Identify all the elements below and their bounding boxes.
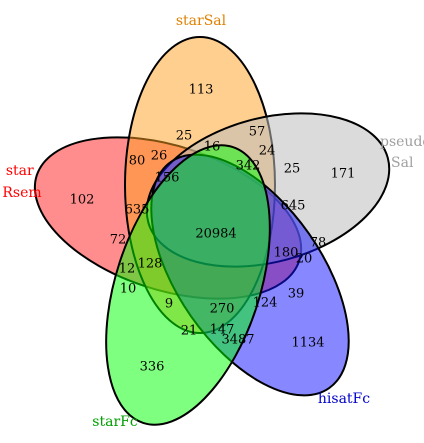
region-count: 39 xyxy=(288,287,305,302)
region-count: 16 xyxy=(204,140,221,155)
region-count: 80 xyxy=(129,154,146,169)
count-starSal-only: 113 xyxy=(189,83,214,98)
region-count: 180 xyxy=(274,246,299,261)
set-labels: star Rsem starSal pseudo Sal hisatFc sta… xyxy=(2,13,424,430)
region-count: 3487 xyxy=(221,333,254,348)
set-label-starFc-line1: starFc xyxy=(92,414,138,430)
region-count: 21 xyxy=(181,324,198,339)
region-count: 9 xyxy=(165,297,173,312)
region-count: 342 xyxy=(236,159,261,174)
set-label-pseudoSal-line1: pseudo xyxy=(380,134,424,150)
region-count: 25 xyxy=(176,129,193,144)
count-starFc-only: 336 xyxy=(140,360,165,375)
region-count: 12 xyxy=(119,262,136,277)
set-label-hisatFc: hisatFc xyxy=(318,391,370,407)
set-label-pseudoSal-line2: Sal xyxy=(391,155,414,171)
region-count: 128 xyxy=(138,257,163,272)
region-count: 26 xyxy=(151,149,168,164)
region-count: 25 xyxy=(284,162,301,177)
count-starRsem-only: 102 xyxy=(70,193,95,208)
region-count: 24 xyxy=(259,144,276,159)
region-count: 10 xyxy=(120,282,137,297)
count-hisatFc-only: 1134 xyxy=(291,336,324,351)
set-label-starSal: starSal xyxy=(176,13,227,29)
region-count: 645 xyxy=(281,199,306,214)
set-label-pseudoSal: pseudo Sal xyxy=(380,134,424,171)
region-count: 124 xyxy=(253,296,278,311)
region-count: 78 xyxy=(310,236,327,251)
region-count: 57 xyxy=(249,125,266,140)
region-count: 156 xyxy=(155,171,180,186)
set-label-starRsem-line2: Rsem xyxy=(2,185,41,201)
set-label-hisatFc-line1: hisatFc xyxy=(318,391,370,407)
region-counts: 113 171 102 336 1134 25 57 16 24 80 26 1… xyxy=(70,83,356,375)
region-count: 72 xyxy=(110,233,127,248)
set-label-starSal-line1: starSal xyxy=(176,13,227,29)
region-count: 147 xyxy=(210,323,235,338)
region-count: 20 xyxy=(296,252,313,267)
region-count: 635 xyxy=(125,203,150,218)
count-pseudoSal-only: 171 xyxy=(331,167,356,182)
set-ellipse-starFc xyxy=(105,144,271,426)
set-label-starFc: starFc xyxy=(92,414,138,430)
region-count: 270 xyxy=(210,302,235,317)
set-shapes xyxy=(33,36,391,426)
set-label-starRsem-line1: star xyxy=(6,163,34,179)
set-label-starRsem: star Rsem xyxy=(2,163,41,201)
region-count: 20984 xyxy=(195,227,236,242)
